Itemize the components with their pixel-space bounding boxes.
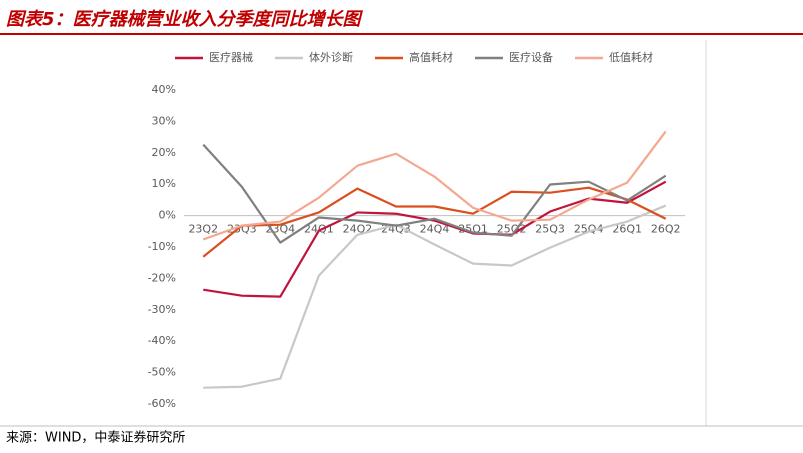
line-series	[203, 180, 667, 298]
y-tick-label: -40%	[148, 334, 176, 347]
legend-label: 医疗设备	[509, 50, 553, 64]
legend-label: 低值耗材	[609, 50, 653, 64]
y-tick-label: -50%	[148, 366, 176, 379]
y-tick-label: 40%	[152, 83, 176, 96]
y-tick-label: 20%	[152, 146, 176, 159]
source: 来源：WIND，中泰证券研究所	[6, 430, 185, 446]
x-tick-label: 24Q4	[420, 223, 450, 236]
y-tick-label: -60%	[148, 397, 176, 410]
x-tick-label: 26Q1	[612, 223, 642, 236]
chart-title: 图表5：医疗器械营业收入分季度同比增长图	[6, 9, 364, 30]
legend-label: 体外诊断	[309, 50, 353, 64]
y-tick-label: 0%	[159, 209, 176, 222]
line-series	[202, 130, 667, 241]
y-tick-label: 10%	[152, 177, 176, 190]
line-series	[203, 204, 667, 389]
y-tick-label: -10%	[148, 240, 176, 253]
y-tick-label: -30%	[148, 303, 176, 316]
x-tick-label: 25Q3	[535, 223, 565, 236]
legend-label: 医疗器械	[209, 50, 253, 64]
x-tick-label: 23Q2	[188, 223, 218, 236]
y-tick-label: 30%	[152, 114, 176, 127]
x-tick-label: 24Q1	[304, 223, 334, 236]
line-series	[202, 186, 667, 258]
x-tick-label: 25Q4	[574, 223, 604, 236]
y-tick-label: -20%	[148, 271, 176, 284]
legend-label: 高值耗材	[409, 50, 453, 64]
x-tick-label: 26Q2	[651, 223, 681, 236]
line-series	[202, 143, 667, 244]
